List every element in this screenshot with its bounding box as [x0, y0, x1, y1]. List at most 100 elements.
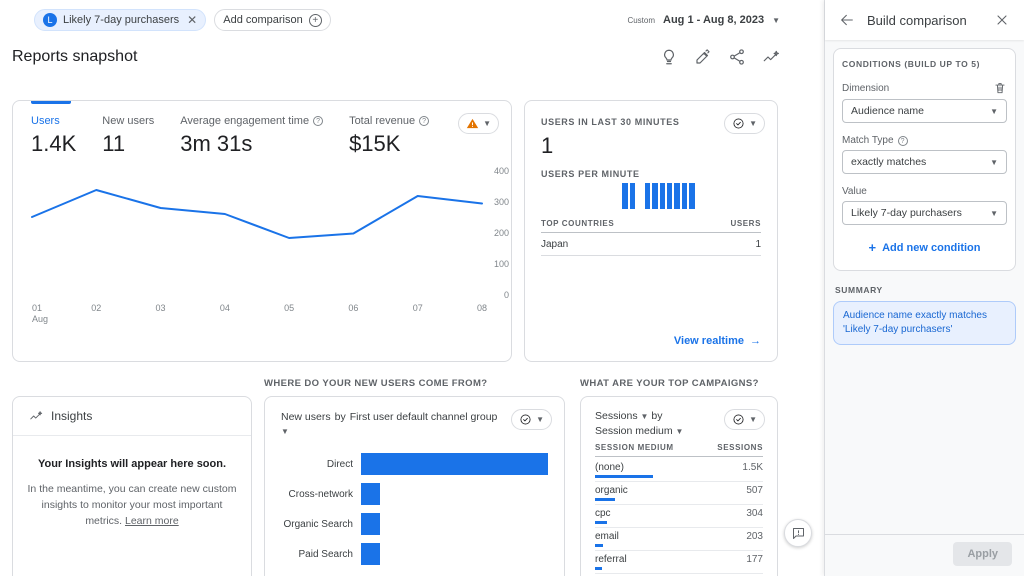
dimension-name: First user default channel group — [349, 411, 498, 423]
channel-bar-track — [361, 453, 548, 475]
users-per-minute-label: USERS PER MINUTE — [541, 169, 640, 179]
campaign-row: referral 177 — [595, 551, 763, 574]
sessions-value: 304 — [746, 508, 763, 519]
metric-name: Sessions — [595, 410, 638, 422]
caret-down-icon: ▼ — [990, 106, 998, 116]
sessions-value: 177 — [746, 554, 763, 565]
metric-label: New users — [102, 115, 155, 127]
channel-label: Organic Search — [283, 518, 353, 530]
data-quality-ok-button[interactable]: ▼ — [511, 409, 552, 430]
page-title: Reports snapshot — [12, 48, 138, 65]
sessions-value: 203 — [746, 531, 763, 542]
arrow-forward-icon: → — [750, 335, 761, 347]
comparison-avatar: L — [43, 13, 57, 27]
remove-comparison-icon[interactable]: ✕ — [187, 13, 198, 27]
date-range-picker[interactable]: Custom Aug 1 - Aug 8, 2023 ▼ — [627, 14, 780, 26]
caret-down-icon: ▼ — [281, 427, 289, 436]
metric-label: Users — [31, 115, 60, 127]
metric-total-revenue[interactable]: Total revenue? $15K — [349, 115, 430, 157]
sessions-mini-bar — [595, 475, 653, 478]
selected-metric-indicator — [31, 101, 71, 104]
share-icon[interactable] — [728, 48, 746, 66]
channel-bar[interactable] — [361, 453, 548, 475]
check-circle-icon — [733, 414, 744, 425]
summary-chip[interactable]: Audience name exactly matches 'Likely 7-… — [833, 301, 1016, 345]
x-axis-label: 03 — [155, 303, 166, 313]
campaigns-metric-selector[interactable]: Sessions ▼ by Session medium ▼ — [595, 409, 683, 439]
y-axis: 400 300 200 100 0 — [487, 166, 509, 300]
session-medium-value: referral — [595, 554, 627, 565]
panel-footer: Apply — [825, 534, 1024, 576]
apply-button[interactable]: Apply — [953, 542, 1012, 566]
help-icon[interactable]: ? — [897, 135, 908, 146]
campaign-row: (none) 1.5K — [595, 459, 763, 482]
insights-title: Insights — [51, 409, 93, 423]
x-axis-label: 05 — [284, 303, 295, 313]
sessions-value: 1.5K — [742, 462, 763, 473]
customize-report-icon[interactable] — [694, 48, 712, 66]
caret-down-icon: ▼ — [675, 427, 684, 436]
metric-value: 11 — [102, 131, 126, 156]
minute-bar — [674, 183, 680, 209]
metric-value: 1.4K — [31, 131, 77, 156]
back-arrow-icon[interactable] — [839, 12, 855, 28]
channel-bar[interactable] — [361, 543, 380, 565]
add-comparison-button[interactable]: Add comparison + — [214, 9, 331, 31]
x-axis-label: 07 — [412, 303, 423, 313]
feedback-button[interactable] — [784, 519, 812, 547]
close-icon[interactable] — [994, 12, 1010, 28]
campaign-row: cpc 304 — [595, 505, 763, 528]
warning-icon — [466, 118, 479, 129]
dimension-select[interactable]: Audience name ▼ — [842, 99, 1007, 123]
channel-bar[interactable] — [361, 483, 380, 505]
page-header: Reports snapshot — [0, 40, 824, 74]
sessions-mini-bar — [595, 498, 615, 501]
view-realtime-link[interactable]: View realtime → — [673, 335, 761, 347]
comparison-chip[interactable]: L Likely 7-day purchasers ✕ — [34, 9, 207, 31]
match-type-select[interactable]: exactly matches ▼ — [842, 150, 1007, 174]
help-icon[interactable]: ? — [313, 116, 324, 126]
value-select[interactable]: Likely 7-day purchasers ▼ — [842, 201, 1007, 225]
channel-bar-track — [361, 483, 548, 505]
sessions-value: 507 — [746, 485, 763, 496]
insights-lightbulb-icon[interactable] — [660, 48, 678, 66]
session-medium-value: cpc — [595, 508, 611, 519]
data-quality-warning-button[interactable]: ▼ — [458, 113, 499, 134]
x-axis-label: 01 Aug — [32, 303, 49, 324]
add-new-condition-button[interactable]: + Add new condition — [868, 240, 981, 255]
column-top-countries: TOP COUNTRIES — [541, 219, 615, 228]
channel-bar-track — [361, 543, 548, 565]
sessions-mini-bar — [595, 567, 602, 570]
caret-down-icon: ▼ — [772, 15, 780, 25]
channel-bar-row: Organic Search — [281, 509, 548, 539]
data-quality-ok-button[interactable]: ▼ — [724, 113, 765, 134]
channel-bar[interactable] — [361, 513, 380, 535]
channels-metric-selector[interactable]: New users by First user default channel … — [281, 411, 501, 436]
add-comparison-label: Add comparison — [223, 14, 303, 26]
data-quality-ok-button[interactable]: ▼ — [724, 409, 765, 430]
channel-bar-row: Cross-network — [281, 479, 548, 509]
metric-new-users[interactable]: New users 11 — [102, 115, 154, 157]
channel-bar-row: Paid Search — [281, 539, 548, 569]
value-label: Value — [842, 186, 867, 197]
sessions-mini-bar — [595, 544, 603, 547]
channel-bar-row: Direct — [281, 449, 548, 479]
metric-users[interactable]: Users 1.4K — [31, 115, 76, 157]
metric-engagement-time[interactable]: Average engagement time? 3m 31s — [180, 115, 324, 157]
metrics-overview-card: Users 1.4K New users 11 Average engageme… — [12, 100, 512, 362]
main-area: L Likely 7-day purchasers ✕ Add comparis… — [0, 0, 824, 576]
caret-down-icon: ▼ — [640, 412, 649, 421]
campaign-row: organic 507 — [595, 482, 763, 505]
date-range-type: Custom — [627, 15, 656, 25]
y-axis-label: 100 — [493, 259, 509, 269]
delete-condition-icon[interactable] — [993, 81, 1007, 95]
realtime-card: USERS IN LAST 30 MINUTES ▼ 1 USERS PER M… — [524, 100, 778, 362]
x-axis-label: 06 — [348, 303, 359, 313]
help-icon[interactable]: ? — [419, 116, 430, 126]
comparison-bar: L Likely 7-day purchasers ✕ Add comparis… — [0, 0, 824, 40]
check-circle-icon — [520, 414, 531, 425]
minute-bar — [629, 183, 636, 209]
insights-trend-icon[interactable] — [762, 48, 780, 66]
learn-more-link[interactable]: Learn more — [124, 514, 179, 527]
session-medium-value: (none) — [595, 462, 624, 473]
